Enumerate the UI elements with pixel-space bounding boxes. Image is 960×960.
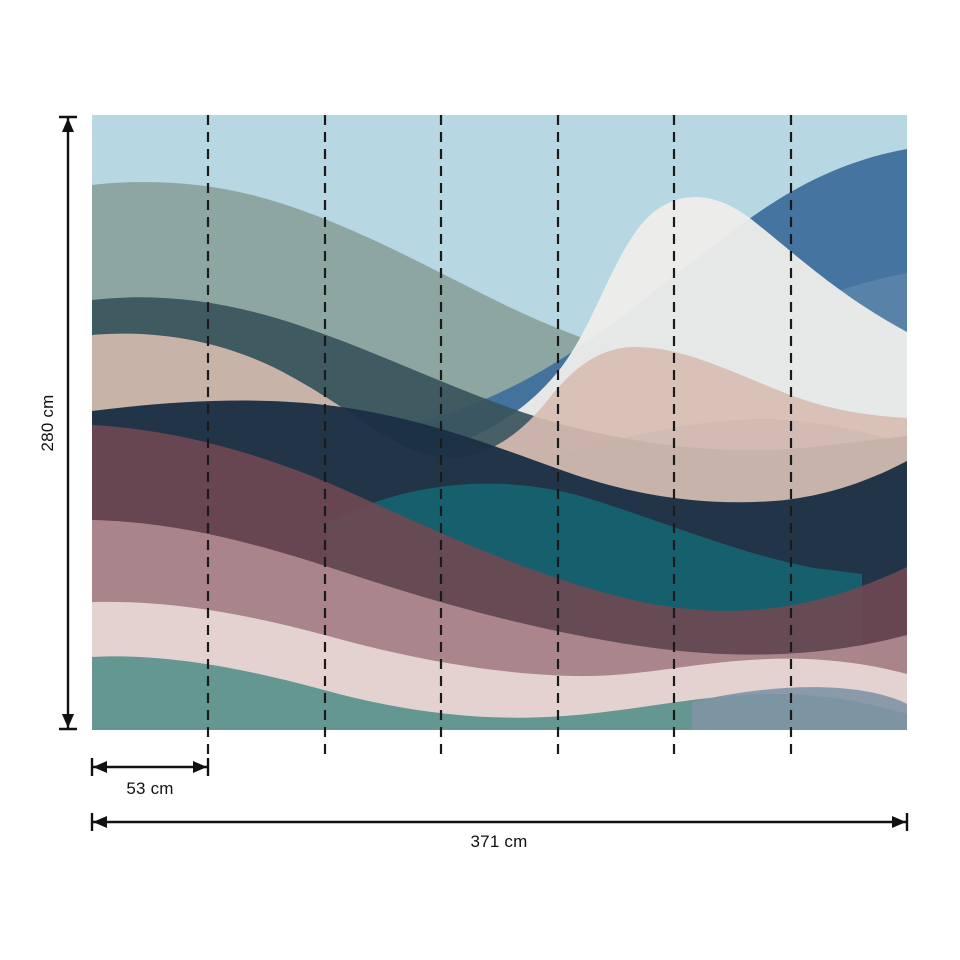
- panel-seam-lines: [206, 115, 793, 755]
- height-dimension-label: 280 cm: [38, 394, 57, 452]
- total-width-dimension-label: 371 cm: [470, 832, 528, 851]
- arrow-left-icon: [93, 761, 107, 773]
- arrow-up-icon: [62, 118, 74, 132]
- arrow-down-icon: [62, 714, 74, 728]
- wave-corner-blue: [692, 687, 907, 730]
- arrow-right-icon: [892, 816, 906, 828]
- panel-width-dimension-label: 53 cm: [126, 779, 174, 798]
- arrow-left-icon: [93, 816, 107, 828]
- arrow-right-icon: [193, 761, 207, 773]
- wallpaper-mural-preview: [92, 115, 907, 755]
